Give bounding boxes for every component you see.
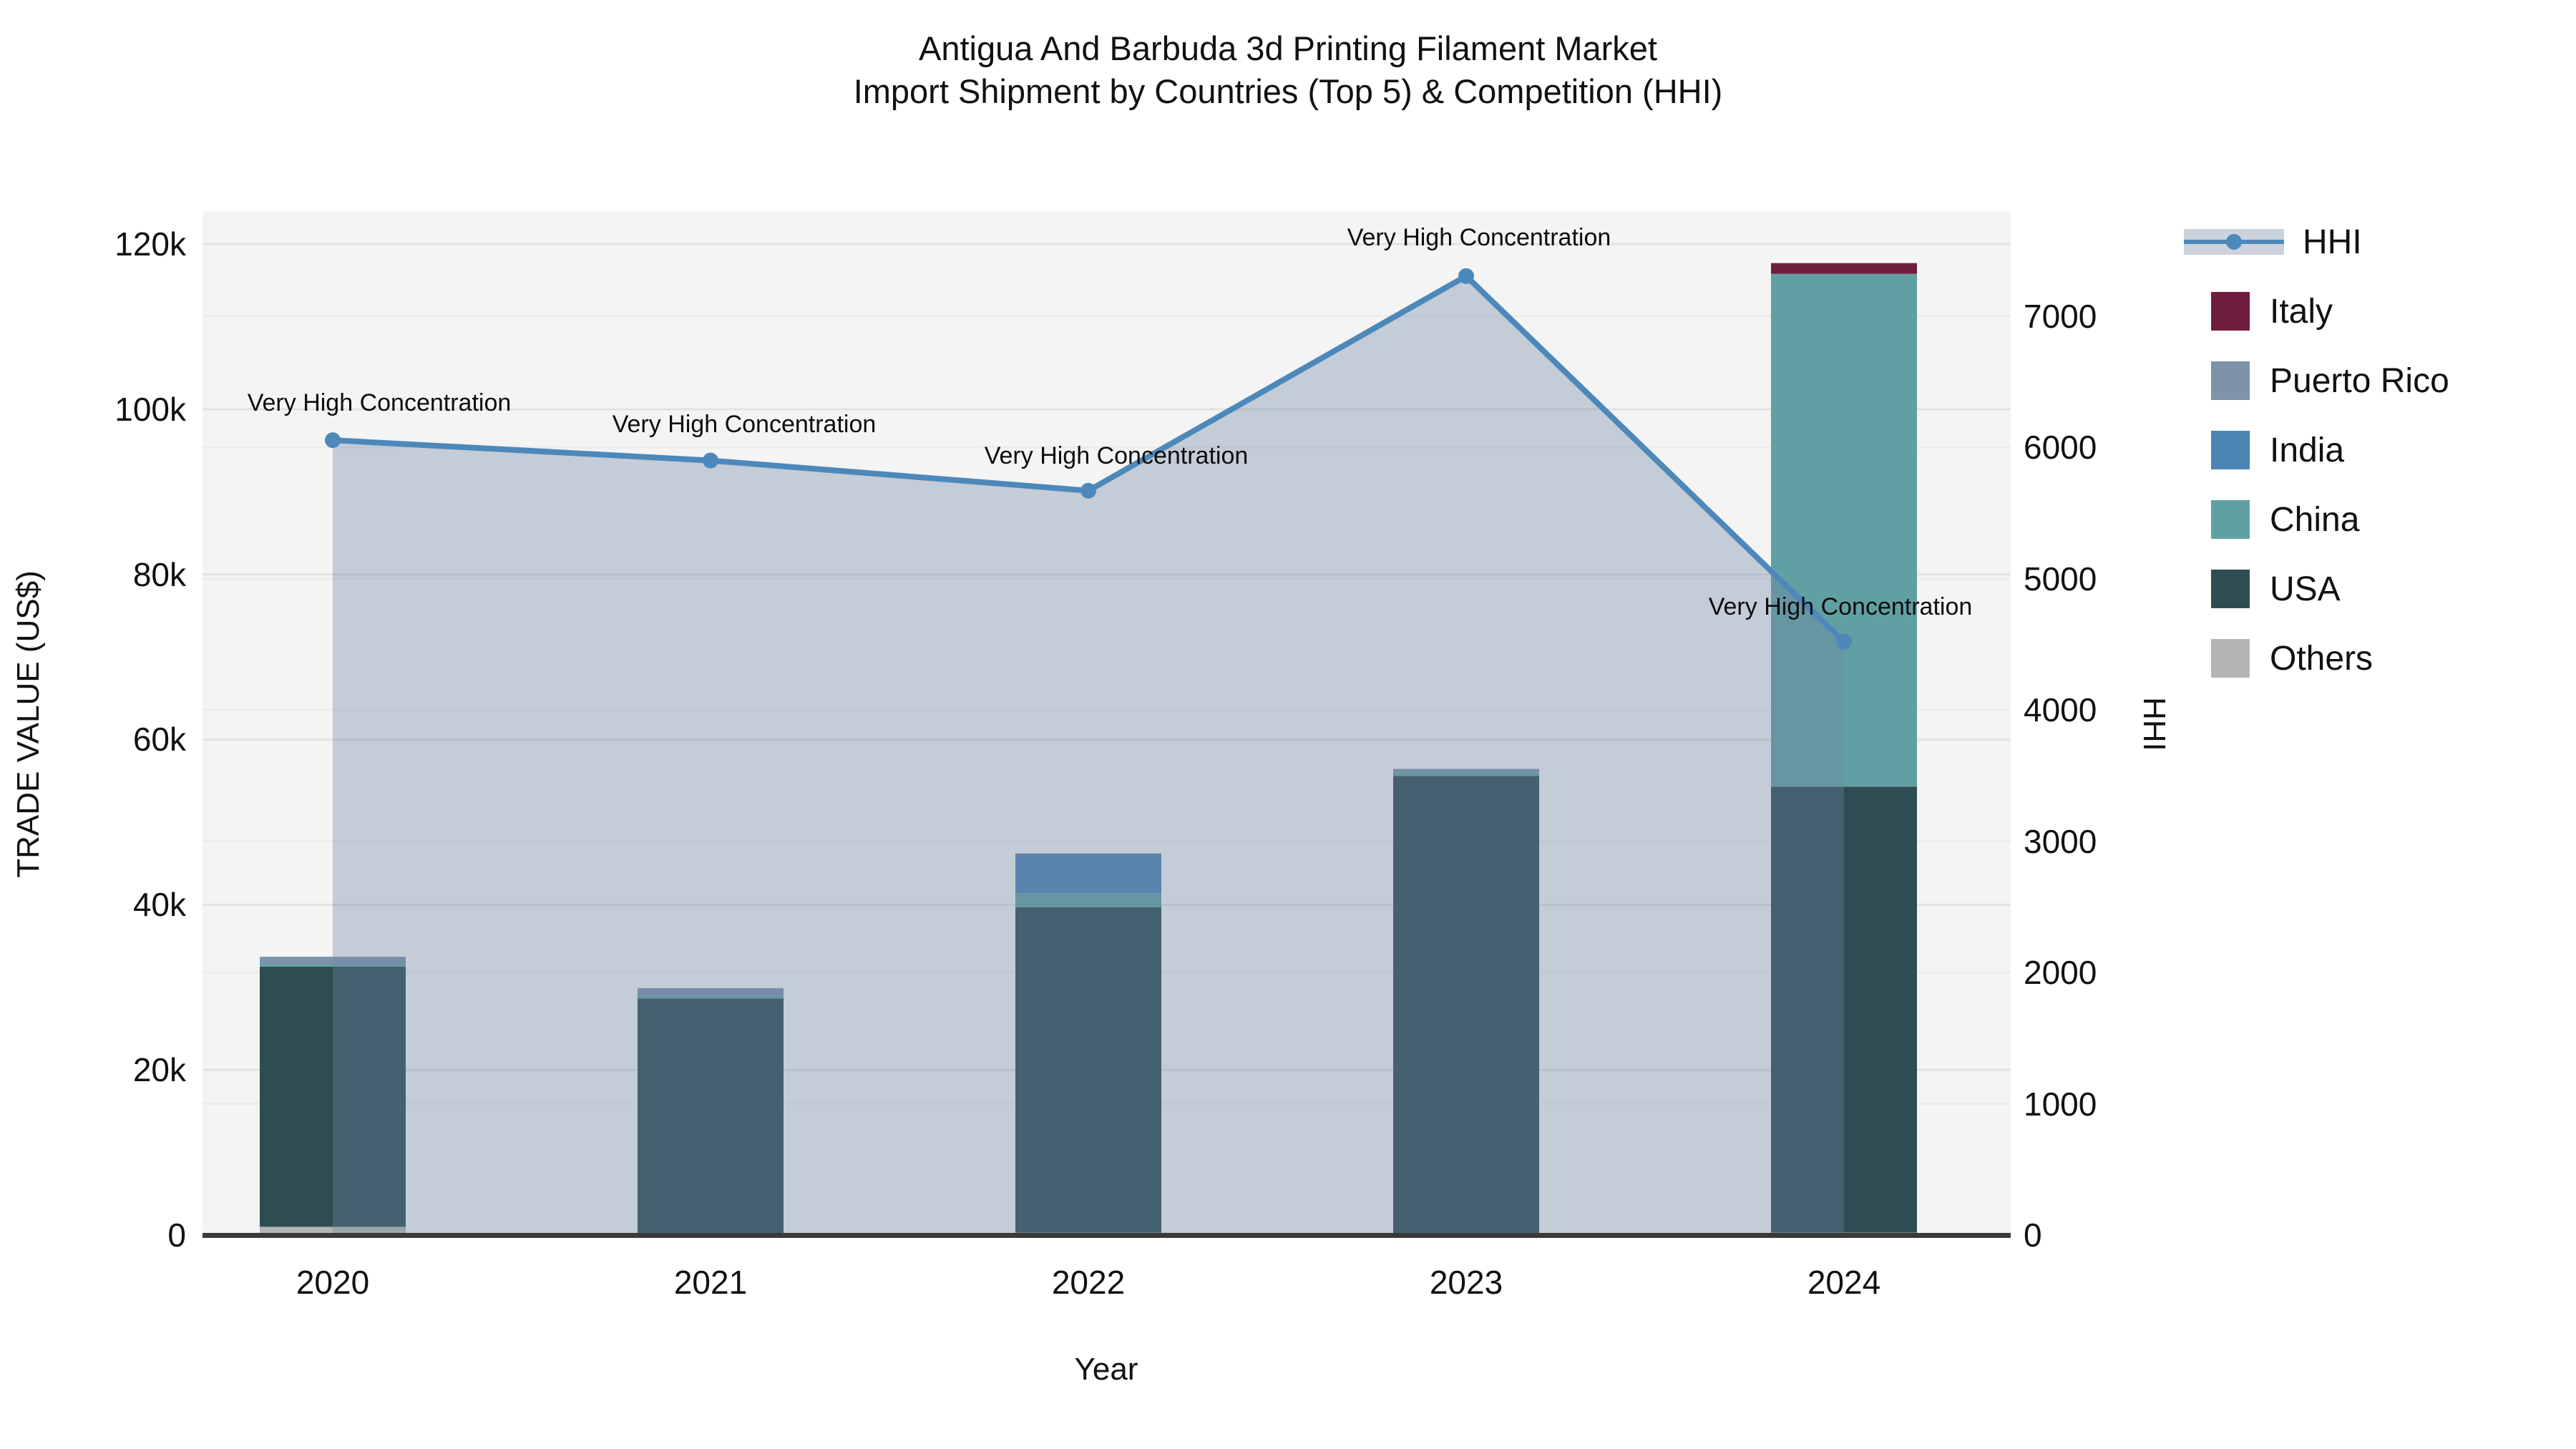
bar-usa-2022 bbox=[1015, 907, 1161, 1233]
bar-china-2021 bbox=[638, 995, 784, 999]
others-swatch-icon bbox=[2211, 639, 2250, 678]
left-axis-tick: 60k bbox=[132, 721, 186, 758]
legend-label: USA bbox=[2270, 570, 2341, 608]
bar-usa-2021 bbox=[638, 998, 784, 1234]
hhi-point-2021 bbox=[703, 452, 718, 469]
legend-item-india[interactable]: India bbox=[2211, 427, 2570, 473]
legend-item-china[interactable]: China bbox=[2211, 497, 2570, 542]
bar-others-2020 bbox=[260, 1226, 406, 1235]
annotation-2020: Very High Concentration bbox=[247, 389, 512, 416]
x-axis-tick-2023: 2023 bbox=[1429, 1264, 1503, 1301]
right-axis-title: HHI bbox=[2137, 697, 2172, 751]
annotation-2022: Very High Concentration bbox=[984, 442, 1249, 469]
legend-item-italy[interactable]: Italy bbox=[2211, 288, 2570, 334]
right-axis-tick: 5000 bbox=[2024, 560, 2097, 597]
legend-label: China bbox=[2270, 500, 2360, 539]
legend-label: Others bbox=[2270, 639, 2373, 678]
hhi-point-2023 bbox=[1458, 268, 1474, 284]
right-axis-tick: 4000 bbox=[2024, 691, 2097, 728]
right-axis-tick: 1000 bbox=[2024, 1085, 2097, 1123]
legend-label: Puerto Rico bbox=[2270, 361, 2449, 400]
bar-usa-2023 bbox=[1393, 776, 1539, 1234]
legend-item-usa[interactable]: USA bbox=[2211, 566, 2570, 612]
left-axis-tick: 120k bbox=[114, 225, 186, 263]
annotation-2023: Very High Concentration bbox=[1347, 224, 1611, 251]
bar-italy-2024 bbox=[1771, 263, 1917, 274]
china-swatch-icon bbox=[2211, 500, 2250, 539]
x-axis-tick-2021: 2021 bbox=[673, 1264, 748, 1301]
hhi-point-2022 bbox=[1080, 482, 1096, 499]
legend-item-hhi[interactable]: HHI bbox=[2184, 219, 2570, 265]
legend-item-puerto-rico[interactable]: Puerto Rico bbox=[2211, 358, 2570, 404]
legend-item-others[interactable]: Others bbox=[2211, 635, 2570, 681]
puerto-rico-swatch-icon bbox=[2211, 361, 2250, 400]
left-axis-tick: 100k bbox=[114, 391, 186, 428]
right-axis-tick: 3000 bbox=[2024, 823, 2097, 860]
bar-puerto-rico-2021 bbox=[638, 987, 784, 996]
hhi-point-2024 bbox=[1836, 633, 1852, 650]
italy-swatch-icon bbox=[2211, 292, 2250, 331]
hhi-area bbox=[333, 275, 1844, 1235]
left-axis-tick: 20k bbox=[132, 1051, 186, 1088]
annotation-2024: Very High Concentration bbox=[1708, 593, 1973, 620]
x-axis-tick-2024: 2024 bbox=[1807, 1264, 1881, 1301]
x-axis-title: Year bbox=[1074, 1352, 1138, 1387]
annotation-2021: Very High Concentration bbox=[612, 411, 877, 438]
right-axis-tick: 0 bbox=[2024, 1216, 2042, 1254]
legend: HHI Italy Puerto Rico India China USA Ot… bbox=[2184, 219, 2570, 681]
bar-usa-2024 bbox=[1771, 786, 1917, 1233]
chart-title-line2: Import Shipment by Countries (Top 5) & C… bbox=[853, 72, 1723, 110]
left-axis-tick: 0 bbox=[167, 1216, 186, 1254]
x-axis-tick-2020: 2020 bbox=[296, 1264, 370, 1301]
left-axis-title: TRADE VALUE (US$) bbox=[11, 570, 46, 878]
bar-china-2024 bbox=[1771, 273, 1917, 787]
chart-title: Antigua And Barbuda 3d Printing Filament… bbox=[429, 27, 2147, 113]
chart-title-line1: Antigua And Barbuda 3d Printing Filament… bbox=[919, 29, 1657, 67]
right-axis-tick: 2000 bbox=[2024, 954, 2097, 991]
x-axis-tick-2022: 2022 bbox=[1051, 1264, 1126, 1301]
right-axis-tick: 7000 bbox=[2024, 298, 2097, 335]
bar-usa-2020 bbox=[260, 966, 406, 1227]
hhi-line-icon bbox=[2184, 229, 2284, 255]
bar-puerto-rico-2020 bbox=[260, 957, 406, 965]
bar-puerto-rico-2023 bbox=[1393, 769, 1539, 773]
legend-label: Italy bbox=[2270, 292, 2333, 331]
hhi-point-2020 bbox=[325, 432, 341, 449]
bar-china-2023 bbox=[1393, 772, 1539, 776]
bar-china-2020 bbox=[260, 964, 406, 967]
legend-label: HHI bbox=[2303, 223, 2362, 261]
usa-swatch-icon bbox=[2211, 570, 2250, 608]
bar-india-2022 bbox=[1015, 853, 1161, 894]
india-swatch-icon bbox=[2211, 431, 2250, 469]
legend-label: India bbox=[2270, 431, 2345, 469]
right-axis-tick: 6000 bbox=[2024, 429, 2097, 466]
left-axis-tick: 80k bbox=[132, 556, 186, 593]
bar-china-2022 bbox=[1015, 893, 1161, 907]
left-axis-tick: 40k bbox=[132, 886, 186, 923]
